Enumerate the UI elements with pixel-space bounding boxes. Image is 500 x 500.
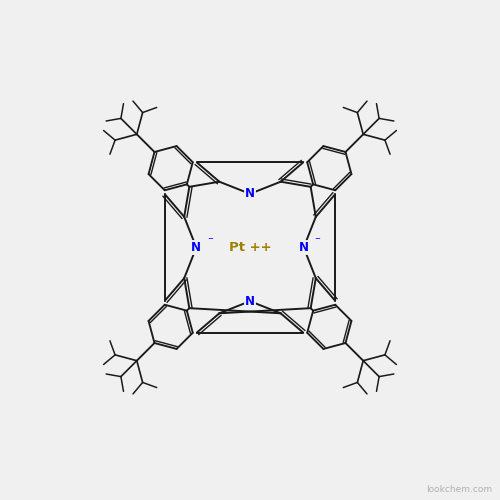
Text: N: N [245, 188, 255, 200]
Text: N: N [245, 294, 255, 308]
Text: ⁻: ⁻ [314, 236, 320, 246]
Text: Pt ++: Pt ++ [228, 241, 272, 254]
Text: lookchem.com: lookchem.com [426, 485, 492, 494]
Text: N: N [192, 241, 202, 254]
Text: ⁻: ⁻ [207, 236, 212, 246]
Text: N: N [298, 241, 308, 254]
